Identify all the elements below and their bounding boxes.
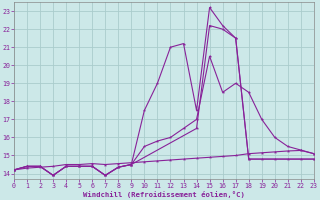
- X-axis label: Windchill (Refroidissement éolien,°C): Windchill (Refroidissement éolien,°C): [83, 191, 245, 198]
